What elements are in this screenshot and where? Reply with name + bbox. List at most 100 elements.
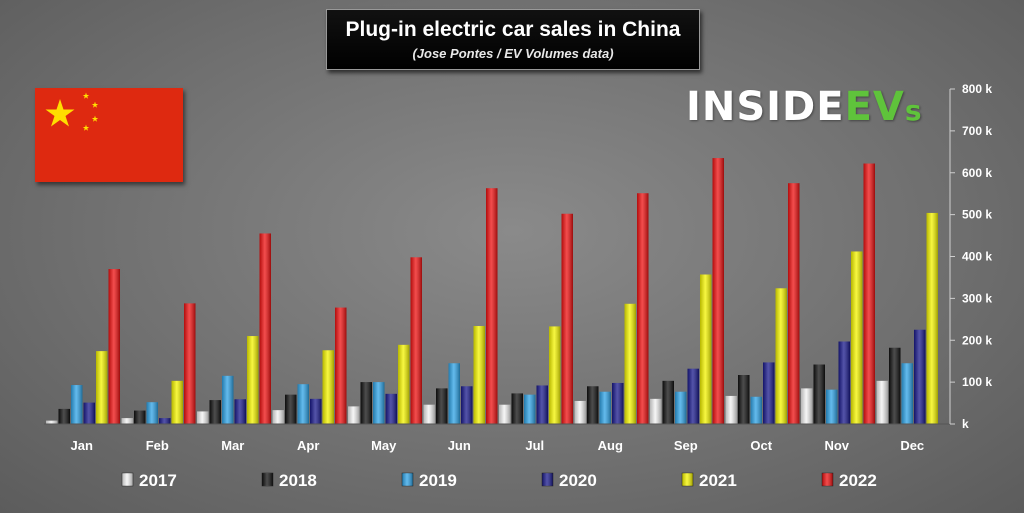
bar-2022-mar — [259, 233, 271, 424]
bar-2021-mar — [247, 336, 259, 424]
legend-label-2018: 2018 — [279, 471, 317, 490]
chart-title-box: Plug-in electric car sales in China (Jos… — [326, 9, 700, 70]
x-tick-label: Nov — [824, 438, 849, 453]
bar-2020-feb — [159, 418, 171, 424]
bar-2017-aug — [574, 400, 586, 424]
x-tick-label: May — [371, 438, 397, 453]
bar-2022-jan — [108, 269, 120, 424]
bar-2018-jul — [511, 393, 523, 424]
bar-2019-sep — [675, 391, 687, 424]
bar-2018-nov — [813, 364, 825, 424]
y-tick-label: 300 k — [962, 291, 992, 305]
y-tick-label: 200 k — [962, 333, 992, 347]
logo-text-s: s — [904, 94, 923, 127]
y-tick-label: 400 k — [962, 250, 992, 264]
y-tick-label: k — [962, 417, 969, 431]
bar-2018-apr — [285, 394, 297, 424]
legend-label-2020: 2020 — [559, 471, 597, 490]
bar-2018-sep — [662, 380, 674, 424]
bar-2021-may — [398, 344, 410, 424]
bar-2022-jun — [486, 188, 498, 424]
x-tick-label: Apr — [297, 438, 319, 453]
y-tick-label: 800 k — [962, 82, 992, 96]
logo-text-ev: EV — [844, 84, 905, 130]
bar-2019-mar — [222, 375, 234, 424]
bar-2017-sep — [650, 398, 662, 424]
bar-2018-mar — [209, 400, 221, 424]
bar-2017-apr — [272, 410, 284, 424]
bar-2020-mar — [234, 399, 246, 424]
bar-2017-jan — [46, 420, 58, 424]
bar-2020-oct — [763, 362, 775, 424]
legend-swatch-shade — [122, 473, 133, 486]
legend-swatch-shade — [262, 473, 273, 486]
bar-2017-jun — [423, 404, 435, 424]
y-axis: k 100 k 200 k 300 k 400 k 500 k 600 k 700 k 800 … — [949, 82, 992, 431]
bar-2017-may — [348, 406, 360, 424]
bar-2018-aug — [587, 386, 599, 424]
x-tick-label: Jan — [71, 438, 93, 453]
bar-2022-oct — [788, 183, 800, 424]
bar-2021-oct — [775, 288, 787, 424]
y-tick-label: 600 k — [962, 166, 992, 180]
bar-2021-feb — [171, 380, 183, 424]
bar-2017-feb — [121, 418, 133, 424]
bar-2020-nov — [838, 341, 850, 424]
x-tick-label: Mar — [221, 438, 244, 453]
bar-2018-jan — [58, 408, 70, 424]
y-tick-label: 100 k — [962, 375, 992, 389]
bar-2020-aug — [612, 382, 624, 424]
bar-2019-jun — [448, 363, 460, 424]
bars-group — [44, 158, 950, 425]
x-tick-label: Sep — [674, 438, 698, 453]
bar-2019-may — [373, 382, 385, 424]
chart-title: Plug-in electric car sales in China — [345, 18, 681, 41]
legend-swatch-shade — [402, 473, 413, 486]
bar-2022-apr — [335, 307, 347, 424]
bar-2018-oct — [738, 375, 750, 424]
legend-swatch-shade — [542, 473, 553, 486]
bar-2020-jul — [536, 385, 548, 424]
bar-2021-nov — [851, 251, 863, 424]
bar-2019-jan — [71, 385, 83, 424]
x-axis-labels: Jan Feb Mar Apr May Jun Jul Aug Sep Oct Nov Dec — [71, 438, 925, 453]
bar-2017-mar — [197, 411, 209, 424]
bar-2019-jul — [524, 394, 536, 424]
legend-label-2021: 2021 — [699, 471, 737, 490]
logo-text-inside: INSIDE — [686, 84, 845, 130]
bar-2022-aug — [637, 193, 649, 424]
y-tick-label: 700 k — [962, 124, 992, 138]
bar-2017-nov — [801, 388, 813, 424]
bar-2022-feb — [184, 303, 196, 424]
x-tick-label: Dec — [900, 438, 924, 453]
bar-2019-dec — [901, 363, 913, 424]
bar-2020-apr — [310, 398, 322, 424]
legend-swatch-shade — [682, 473, 693, 486]
bar-2021-jun — [473, 326, 485, 424]
bar-2022-jul — [561, 213, 573, 424]
insideevs-logo: INSIDEEVs — [686, 84, 923, 130]
china-flag-icon — [35, 88, 183, 182]
y-tick-label: 500 k — [962, 208, 992, 222]
x-tick-label: Oct — [750, 438, 772, 453]
bar-2017-oct — [725, 395, 737, 424]
legend-swatch-shade — [822, 473, 833, 486]
bar-2018-dec — [889, 347, 901, 424]
bar-2020-jan — [83, 402, 95, 424]
bar-2018-feb — [134, 410, 146, 424]
bar-2021-apr — [322, 350, 334, 424]
bar-2020-may — [385, 393, 397, 424]
legend-label-2017: 2017 — [139, 471, 177, 490]
legend-label-2019: 2019 — [419, 471, 457, 490]
bar-2020-jun — [461, 386, 473, 424]
bar-2022-may — [410, 257, 422, 424]
bar-2021-jul — [549, 326, 561, 424]
bar-2017-dec — [876, 380, 888, 424]
bar-2017-jul — [499, 404, 511, 424]
bar-2018-jun — [436, 388, 448, 424]
x-tick-label: Jul — [525, 438, 544, 453]
bar-2020-sep — [687, 368, 699, 424]
x-tick-label: Aug — [598, 438, 623, 453]
bar-2021-aug — [624, 303, 636, 424]
bar-2019-aug — [599, 391, 611, 424]
